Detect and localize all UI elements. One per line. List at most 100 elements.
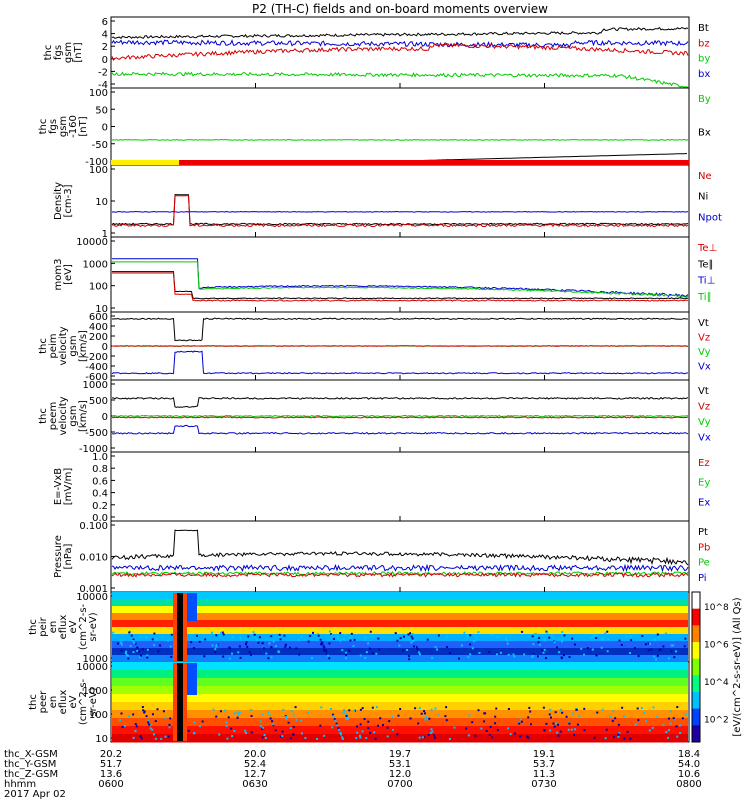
ytick-fgs_gse: 100 bbox=[89, 88, 108, 99]
ylabel-peir: (cm^2-s- bbox=[78, 603, 89, 650]
orbit-value: 12.0 bbox=[389, 769, 411, 780]
ylabel-peer: (cm^2-s- bbox=[78, 678, 89, 725]
ylabel-peem: velocity bbox=[58, 396, 69, 435]
series-Te-par bbox=[112, 271, 689, 300]
colorbar-tick: 10^4 bbox=[704, 678, 729, 688]
ytick-peim: -400 bbox=[85, 362, 108, 373]
orbit-value: 51.7 bbox=[100, 759, 122, 770]
ylabel-fgs_gse: gsm bbox=[58, 116, 69, 137]
ylabel-efield: [mV/m] bbox=[63, 468, 74, 506]
series-by bbox=[111, 71, 688, 88]
orbit-value: 0730 bbox=[531, 779, 556, 790]
ylabel-fgs: [nT] bbox=[73, 42, 84, 62]
ytick-temp: 100 bbox=[89, 282, 108, 293]
ylabel-peim: thc bbox=[38, 338, 49, 354]
ylabel-pressure: Pressure bbox=[53, 535, 64, 578]
ytick-peer: 1000 bbox=[83, 686, 108, 697]
legend-pressure: Pe bbox=[698, 558, 710, 569]
ylabel-peer: en bbox=[48, 696, 59, 709]
ylabel-peem: thc bbox=[38, 408, 49, 424]
series-By bbox=[111, 139, 689, 141]
series-Npot bbox=[111, 210, 688, 213]
series-Ti-par bbox=[112, 261, 689, 298]
orbit-value: 13.6 bbox=[100, 769, 122, 780]
ylabel-peer: eV bbox=[68, 695, 79, 708]
ytick-peem: 500 bbox=[89, 396, 108, 407]
orbit-value: 19.7 bbox=[389, 749, 411, 760]
ytick-peem: 1000 bbox=[83, 380, 108, 391]
legend-density: Npot bbox=[698, 212, 722, 223]
legend-peem: Vt bbox=[698, 386, 709, 397]
orbit-value: 54.0 bbox=[678, 759, 700, 770]
series-Pi bbox=[111, 563, 689, 573]
legend-peim: Vt bbox=[698, 318, 709, 329]
legend-efield: Ey bbox=[698, 478, 710, 489]
ytick-fgs_gse: 0 bbox=[102, 123, 108, 134]
orbit-value: 11.3 bbox=[533, 769, 555, 780]
ylabel-peim: velocity bbox=[58, 326, 69, 365]
ylabel-fgs: gsm bbox=[63, 42, 74, 63]
orbit-label: thc_Y-GSM bbox=[4, 759, 56, 770]
panel-frame-fgs bbox=[110, 16, 690, 89]
ytick-pressure: 0.010 bbox=[79, 553, 108, 564]
ytick-peim: -600 bbox=[85, 372, 108, 383]
ytick-peem: -1000 bbox=[79, 444, 108, 455]
ytick-density: 10 bbox=[95, 197, 108, 208]
ytick-fgs: 0 bbox=[102, 55, 108, 66]
series-Pb bbox=[111, 572, 689, 579]
legend-efield: Ez bbox=[698, 458, 710, 469]
orbit-label: hhmm bbox=[4, 779, 36, 790]
ytick-fgs: 6 bbox=[102, 17, 108, 28]
legend-pressure: Pi bbox=[698, 573, 707, 584]
ytick-efield: 0.2 bbox=[92, 501, 108, 512]
ylabel-temp: mom3 bbox=[53, 259, 64, 291]
ytick-fgs_gse: -100 bbox=[85, 157, 108, 168]
ylabel-peim: gsm bbox=[68, 335, 79, 356]
ytick-pressure: 0.001 bbox=[79, 584, 108, 595]
ytick-density: 100 bbox=[89, 165, 108, 176]
legend-fgs_gse: By bbox=[698, 94, 711, 105]
ytick-fgs: -4 bbox=[98, 80, 108, 91]
legend-temp: Te∥ bbox=[697, 259, 714, 270]
ylabel-fgs_gse: fgs bbox=[48, 119, 59, 134]
ytick-peim: -200 bbox=[85, 352, 108, 363]
ylabel-fgs_gse: [nT] bbox=[78, 116, 89, 136]
ytick-peem: -500 bbox=[85, 428, 108, 439]
ylabel-peem: peem bbox=[48, 402, 59, 430]
orbit-value: 10.6 bbox=[678, 769, 700, 780]
ylabel-temp: [eV] bbox=[63, 264, 74, 285]
ytick-efield: 1.0 bbox=[92, 452, 108, 463]
ylabel-peir: en bbox=[48, 621, 59, 634]
series-bz bbox=[111, 42, 689, 62]
orbit-value: 19.1 bbox=[533, 749, 555, 760]
legend-peim: Vy bbox=[698, 347, 711, 358]
ylabel-peir: peir bbox=[38, 616, 49, 636]
legend-temp: Ti⊥ bbox=[697, 276, 715, 287]
chart-title: P2 (TH-C) fields and on-board moments ov… bbox=[252, 2, 548, 16]
date-label: 2017 Apr 02 bbox=[4, 789, 66, 800]
ylabel-peer: thc bbox=[28, 694, 39, 710]
series-Pe bbox=[111, 571, 689, 576]
ylabel-fgs: fgs bbox=[53, 45, 64, 60]
series-Bt bbox=[111, 26, 689, 40]
series-Ti-perp bbox=[112, 258, 689, 298]
legend-fgs_gse: Bx bbox=[698, 128, 711, 139]
ylabel-peer: sr-eV) bbox=[88, 687, 99, 716]
colorbar-label: [eV/(cm^2-s-sr-eV)] (All Qs) bbox=[732, 597, 743, 736]
ytick-fgs_gse: 50 bbox=[95, 105, 108, 116]
legend-fgs: bx bbox=[698, 69, 710, 80]
ytick-temp: 1000 bbox=[83, 259, 108, 270]
ylabel-density: Density bbox=[53, 182, 64, 220]
orbit-value: 20.2 bbox=[100, 749, 122, 760]
ytick-peer: 10000 bbox=[76, 662, 108, 673]
colorbar bbox=[691, 591, 701, 743]
ytick-temp: 10000 bbox=[76, 237, 108, 248]
legend-temp: Ti∥ bbox=[697, 292, 712, 303]
orbit-value: 18.4 bbox=[678, 749, 700, 760]
orbit-value: 53.7 bbox=[533, 759, 555, 770]
legend-peem: Vx bbox=[698, 433, 711, 444]
ytick-fgs: 4 bbox=[102, 30, 108, 41]
legend-density: Ni bbox=[698, 192, 708, 203]
legend-peem: Vz bbox=[698, 402, 710, 413]
series-Ni bbox=[111, 194, 689, 226]
